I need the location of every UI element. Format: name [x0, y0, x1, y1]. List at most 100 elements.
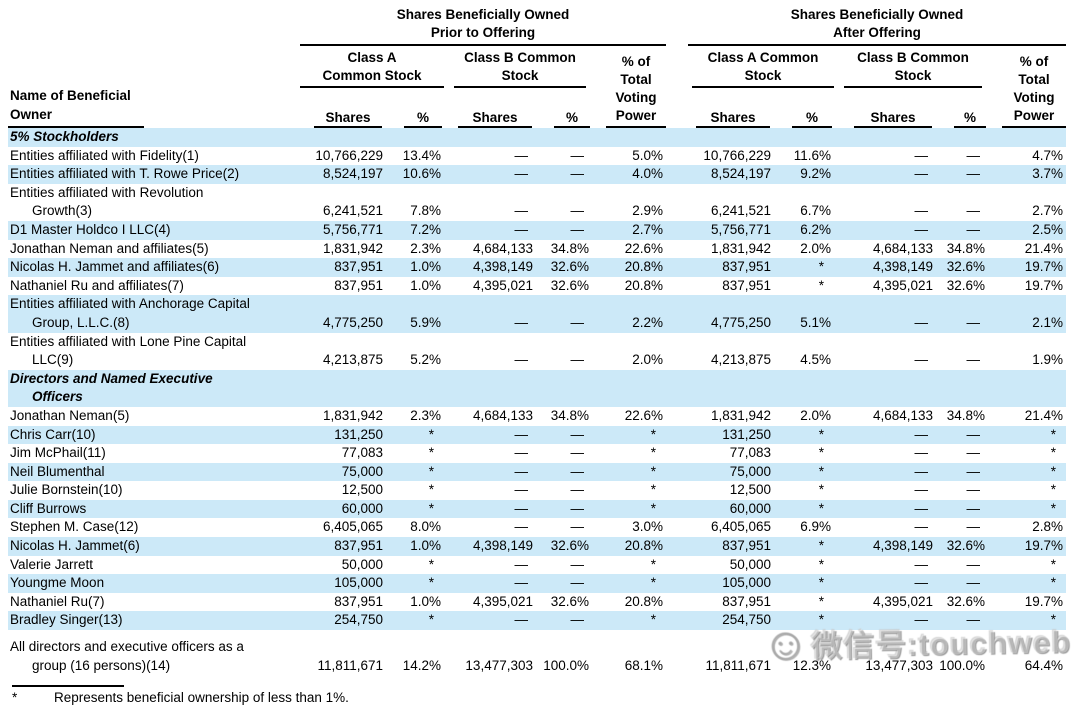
- value-cell: 2.5%: [1032, 221, 1064, 237]
- value-cell: —: [966, 463, 981, 479]
- value-cell: *: [650, 426, 656, 442]
- value-cell: 131,250: [334, 426, 383, 442]
- value-cell: 3.7%: [1032, 166, 1064, 182]
- table-row: Entities affiliated with Revolution Grow…: [8, 184, 1066, 221]
- footnote-symbol: *: [12, 690, 18, 705]
- value-cell: —: [514, 426, 529, 442]
- value-cell: *: [428, 463, 434, 479]
- prior-class-b-shares-header: Shares: [444, 88, 536, 128]
- value-cell: 1.9%: [1032, 352, 1064, 368]
- table-row: Jonathan Neman(5) 1,831,942 2.3% 4,684,133 3…: [8, 407, 1066, 426]
- value-cell: 837,951: [722, 259, 771, 275]
- footnote: * Represents beneficial ownership of less…: [0, 690, 1080, 705]
- value-cell: —: [914, 352, 929, 368]
- prior-offering-title: Shares Beneficially Owned Prior to Offer…: [300, 6, 666, 46]
- value-cell: 4,213,875: [710, 352, 771, 368]
- value-cell: 5.1%: [800, 314, 831, 330]
- value-cell: 6,405,065: [710, 519, 771, 535]
- value-cell: —: [914, 463, 929, 479]
- value-cell: —: [570, 445, 585, 461]
- value-cell: *: [1050, 556, 1057, 572]
- after-class-a-shares-header: Shares: [666, 88, 774, 128]
- value-cell: 20.8%: [624, 277, 663, 293]
- prior-class-b-label: Class B Common Stock: [454, 49, 586, 88]
- prior-class-a-pct-header: %: [386, 88, 444, 128]
- value-cell: 4,398,149: [472, 259, 533, 275]
- table-row: Jim McPhail(11) 77,083 * — — * 77,083 * — — *: [8, 444, 1066, 463]
- value-cell: —: [914, 500, 929, 516]
- value-cell: *: [650, 612, 656, 628]
- value-cell: —: [914, 147, 929, 163]
- value-cell: 77,083: [341, 445, 383, 461]
- owner-name-cell: Jonathan Neman(5): [10, 407, 130, 423]
- value-cell: —: [570, 575, 585, 591]
- value-cell: 64.4%: [1024, 657, 1064, 673]
- value-cell: —: [514, 445, 529, 461]
- table-row: D1 Master Holdco I LLC(4) 5,756,771 7.2% — —…: [8, 220, 1067, 240]
- value-cell: 2.9%: [632, 203, 663, 219]
- value-cell: *: [650, 500, 656, 516]
- value-cell: 4,395,021: [472, 277, 533, 293]
- value-cell: *: [650, 445, 656, 461]
- value-cell: 9.2%: [800, 166, 831, 182]
- after-class-a-pct-header: %: [774, 88, 834, 128]
- value-cell: *: [650, 482, 656, 498]
- value-cell: 34.8%: [550, 240, 589, 256]
- value-cell: *: [650, 575, 656, 591]
- value-cell: 19.7%: [1024, 593, 1064, 609]
- value-cell: *: [818, 556, 824, 572]
- value-cell: —: [570, 482, 585, 498]
- header-row-columns: Shares % Shares % Shares % Shares %: [8, 88, 1066, 128]
- owner-name-cell: Entities affiliated with Anchorage Capit…: [10, 296, 250, 330]
- value-cell: —: [914, 556, 929, 572]
- owner-name-cell: Directors and Named Executive Officers: [10, 370, 213, 405]
- value-cell: —: [914, 426, 929, 442]
- value-cell: 837,951: [722, 538, 771, 554]
- value-cell: 837,951: [334, 259, 383, 275]
- after-class-b-label: Class B Common Stock: [844, 49, 982, 88]
- value-cell: 21.4%: [1024, 240, 1064, 256]
- value-cell: *: [428, 482, 434, 498]
- owner-name-cell: Stephen M. Case(12): [10, 519, 139, 535]
- value-cell: 4,684,133: [872, 240, 933, 256]
- value-cell: —: [966, 314, 981, 330]
- value-cell: 77,083: [729, 445, 771, 461]
- owner-name-cell: Nathaniel Ru and affiliates(7): [10, 277, 184, 293]
- value-cell: —: [966, 575, 981, 591]
- table-row: Youngme Moon 105,000 * — — * 105,000 * — — *: [8, 574, 1067, 593]
- value-cell: 7.2%: [410, 221, 441, 237]
- value-cell: 32.6%: [550, 277, 589, 293]
- table-row: Entities affiliated with Lone Pine Capit…: [8, 333, 1066, 370]
- value-cell: —: [514, 352, 529, 368]
- value-cell: 837,951: [334, 277, 383, 293]
- value-cell: —: [966, 203, 981, 219]
- owner-name-cell: All directors and executive officers as …: [10, 639, 244, 673]
- table-row: Nathaniel Ru(7) 837,951 1.0% 4,395,021 32.6%…: [8, 593, 1066, 612]
- value-cell: 1.0%: [410, 593, 441, 609]
- value-cell: 4,684,133: [872, 407, 933, 423]
- value-cell: 11,811,671: [317, 657, 383, 673]
- owner-name-cell: Jonathan Neman and affiliates(5): [10, 240, 209, 256]
- value-cell: 4,395,021: [872, 593, 933, 609]
- table-body: 5% Stockholders Entities affiliated with …: [8, 128, 1067, 675]
- value-cell: 75,000: [729, 463, 771, 479]
- value-cell: *: [1050, 445, 1057, 461]
- section-row: Directors and Named Executive Officers: [8, 369, 1067, 407]
- value-cell: 19.7%: [1024, 538, 1064, 554]
- table-row: Stephen M. Case(12) 6,405,065 8.0% — — 3.0% 6,…: [8, 518, 1066, 537]
- value-cell: 4.0%: [632, 166, 663, 182]
- table-row: Valerie Jarrett 50,000 * — — * 50,000 * — — *: [8, 556, 1066, 575]
- value-cell: 2.7%: [632, 221, 663, 237]
- section-row: 5% Stockholders: [8, 128, 1067, 147]
- value-cell: 12.3%: [792, 657, 831, 673]
- value-cell: 2.3%: [410, 407, 441, 423]
- after-voting-power-label: % of Total Voting Power: [1002, 53, 1067, 128]
- value-cell: 4,775,250: [322, 314, 383, 330]
- value-cell: 8,524,197: [710, 166, 771, 182]
- value-cell: —: [570, 519, 585, 535]
- prior-voting-power-label: % of Total Voting Power: [606, 53, 666, 128]
- value-cell: *: [818, 445, 824, 461]
- value-cell: —: [570, 166, 585, 182]
- value-cell: 50,000: [729, 556, 771, 572]
- value-cell: —: [570, 463, 585, 479]
